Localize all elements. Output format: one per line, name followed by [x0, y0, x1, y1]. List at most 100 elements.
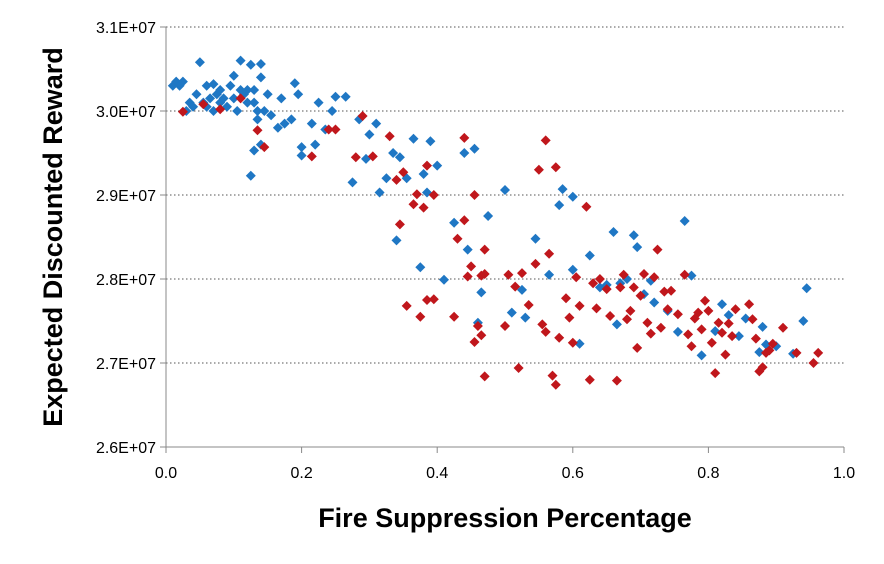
scatter-point	[740, 313, 751, 324]
scatter-point	[530, 233, 541, 244]
scatter-point	[242, 85, 253, 95]
scatter-point	[791, 347, 802, 358]
scatter-point	[279, 118, 290, 129]
y-tick-label: 2.9E+07	[96, 188, 156, 205]
scatter-point	[425, 136, 436, 147]
scatter-point	[252, 125, 263, 136]
scatter-point	[544, 269, 555, 280]
scatter-point	[550, 162, 561, 173]
x-axis-title: Fire Suppression Percentage	[318, 503, 692, 533]
scatter-point	[639, 269, 649, 279]
scatter-point	[574, 300, 585, 311]
scatter-point	[747, 314, 758, 325]
scatter-point	[286, 114, 297, 125]
scatter-point	[218, 93, 229, 104]
scatter-point	[679, 269, 690, 280]
scatter-point	[506, 307, 517, 318]
scatter-point	[500, 321, 510, 331]
scatter-point	[469, 190, 480, 200]
scatter-point	[439, 274, 449, 285]
scatter-point	[635, 290, 646, 301]
scatter-point	[703, 305, 714, 316]
scatter-point	[432, 160, 443, 171]
scatter-point	[520, 312, 531, 323]
scatter-point	[591, 303, 602, 314]
scatter-point	[693, 307, 704, 318]
scatter-point	[679, 216, 690, 226]
scatter-point	[422, 160, 432, 171]
scatter-point	[228, 93, 239, 104]
scatter-point	[798, 316, 809, 326]
scatter-point	[655, 322, 666, 333]
scatter-point	[706, 337, 717, 348]
scatter-point	[466, 261, 477, 272]
scatter-point	[296, 150, 307, 161]
scatter-point	[415, 262, 426, 273]
scatter-point	[717, 327, 727, 338]
gridlines	[166, 26, 844, 364]
scatter-point	[381, 173, 392, 184]
scatter-point	[340, 91, 351, 102]
scatter-point	[672, 309, 683, 320]
scatter-point	[255, 72, 266, 83]
scatter-point	[479, 269, 490, 279]
scatter-point	[459, 132, 470, 143]
scatter-point	[415, 311, 426, 322]
scatter-point	[408, 199, 419, 210]
scatter-point	[459, 148, 470, 158]
scatter-point	[605, 311, 616, 321]
scatter-point	[723, 318, 734, 329]
scatter-point	[540, 135, 551, 146]
scatter-point	[615, 282, 626, 293]
scatter-point	[567, 191, 578, 202]
scatter-point	[364, 129, 375, 140]
scatter-point	[537, 319, 548, 330]
scatter-point	[476, 330, 487, 341]
scatter-point	[557, 184, 568, 195]
scatter-point	[384, 131, 395, 142]
scatter-point	[194, 57, 205, 68]
scatter-point	[720, 349, 731, 360]
x-tick-label: 0.6	[562, 465, 584, 482]
scatter-point	[330, 124, 341, 135]
scatter-point	[201, 80, 212, 91]
axis-ticks: 2.6E+07 2.7E+07 2.8E+07 2.9E+07 3.0E+07 3.1E+…	[96, 20, 855, 482]
scatter-point	[462, 244, 473, 255]
scatter-point	[177, 106, 188, 117]
scatter-point	[371, 118, 382, 129]
scatter-point	[306, 151, 317, 162]
scatter-point	[700, 295, 710, 306]
scatter-point	[567, 337, 578, 348]
scatter-point	[177, 76, 188, 87]
scatter-point	[479, 244, 490, 255]
x-tick-label: 0.0	[155, 465, 177, 482]
x-tick-label: 0.4	[426, 465, 448, 482]
scatter-point	[408, 133, 419, 144]
scatter-point	[601, 284, 612, 295]
series-1	[167, 55, 812, 361]
scatter-point	[500, 185, 510, 195]
scatter-point	[188, 101, 199, 112]
scatter-point	[469, 337, 480, 347]
scatter-point	[727, 331, 738, 342]
scatter-point	[564, 312, 575, 323]
scatter-point	[571, 272, 582, 283]
scatter-point	[561, 293, 571, 304]
scatter-point	[327, 106, 338, 116]
scatter-point	[672, 326, 683, 337]
data-points	[167, 55, 824, 390]
scatter-point	[533, 164, 544, 175]
scatter-point	[808, 358, 819, 368]
scatter-point	[428, 190, 439, 200]
scatter-point	[733, 331, 744, 342]
scatter-point	[245, 170, 256, 181]
scatter-point	[544, 248, 555, 259]
scatter-point	[625, 305, 636, 316]
scatter-point	[666, 285, 677, 296]
scatter-point	[723, 310, 734, 321]
scatter-point	[252, 114, 263, 125]
scatter-point	[754, 347, 765, 358]
scatter-point	[659, 286, 670, 297]
scatter-point	[367, 151, 378, 162]
